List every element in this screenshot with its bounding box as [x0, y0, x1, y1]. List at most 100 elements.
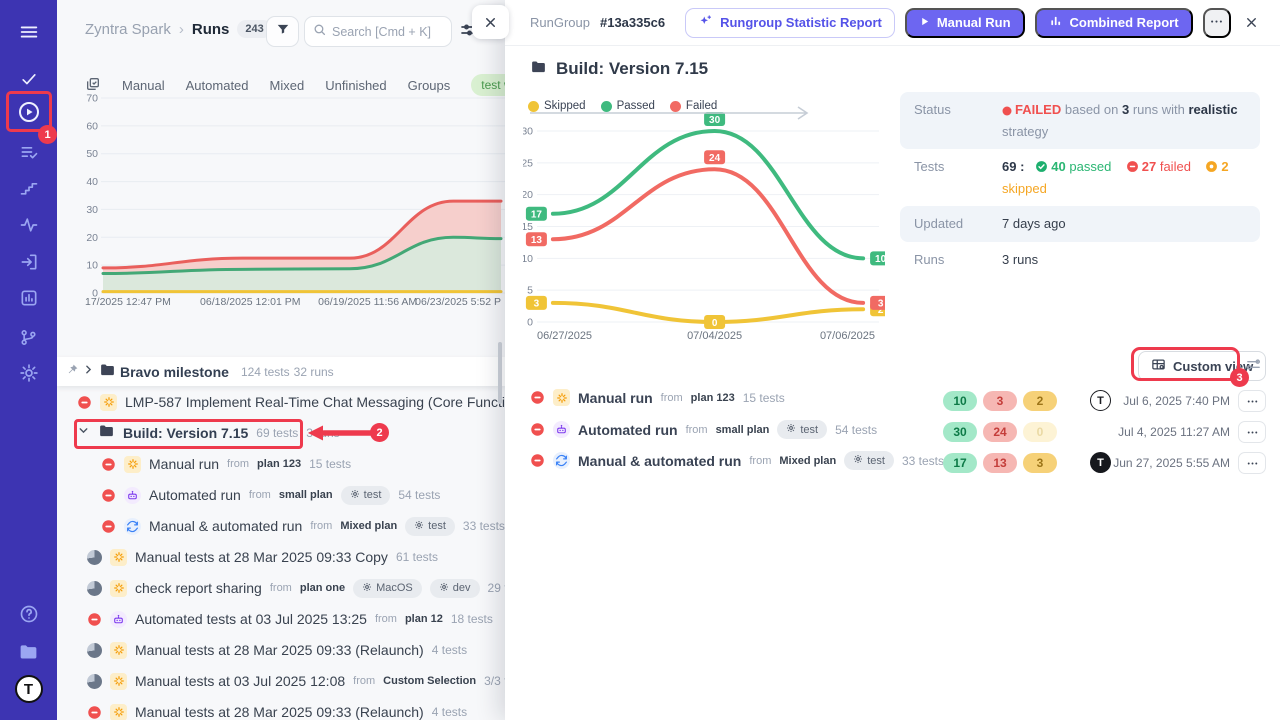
tab-automated[interactable]: Automated: [185, 77, 249, 93]
funnel-icon: [276, 22, 290, 41]
rungroup-run-row[interactable]: Manual run from plan 123 15 tests 10 3 2 T J…: [505, 386, 1280, 417]
help-icon[interactable]: [0, 597, 57, 631]
run-list-item[interactable]: Automated run from small plan test 54 tests: [101, 482, 440, 508]
row-more-button[interactable]: [1238, 421, 1266, 443]
row-more-button[interactable]: [1238, 452, 1266, 474]
folder-icon: [530, 58, 547, 80]
rungroup-run-row[interactable]: Automated run from small plan test 54 tests…: [505, 417, 1280, 448]
branches-icon[interactable]: [0, 320, 57, 354]
play-icon: [919, 15, 930, 30]
svg-text:0: 0: [527, 317, 533, 329]
result-badges: 30 24 0: [943, 422, 1057, 442]
plan-name: Custom Selection: [383, 675, 477, 687]
runs-history-area-chart: 0 10 20 30 40 50 60 70 17/2025 12:47 PM 06/18/202…: [85, 93, 505, 309]
failed-status-icon: [87, 612, 102, 627]
breadcrumb-project[interactable]: Zyntra Spark: [85, 20, 171, 38]
plan-name: plan one: [299, 582, 346, 594]
breadcrumb-section[interactable]: Runs: [191, 20, 230, 38]
run-name: Manual tests at 03 Jul 2025 12:08: [135, 673, 346, 689]
tab-groups[interactable]: Groups: [407, 77, 451, 93]
rungroup-trend-chart: 0 5 10 15 20 25 30 3 0 2 13 24 3 17 30 10 06/27/2025 07/0…: [521, 112, 892, 347]
badge-fail: 3: [983, 391, 1017, 411]
env-tag-pill: test: [844, 451, 894, 470]
run-list-item[interactable]: LMP-587 Implement Real-Time Chat Messagi…: [77, 389, 505, 415]
run-name: Manual tests at 28 Mar 2025 09:33 (Relau…: [135, 704, 424, 720]
manual-run-icon: [110, 548, 127, 566]
legend-failed[interactable]: Failed: [669, 100, 717, 112]
failed-status-icon: [530, 453, 545, 468]
group-header-bravo-milestone[interactable]: Bravo milestone 124 tests 32 runs: [57, 357, 505, 386]
run-list-item[interactable]: Automated tests at 03 Jul 2025 13:25 from…: [87, 606, 493, 632]
run-list-item[interactable]: Manual tests at 28 Mar 2025 09:33 Copy 61…: [87, 544, 438, 570]
rungroup-statistic-report-button[interactable]: Rungroup Statistic Report: [685, 7, 895, 38]
analytics-icon[interactable]: [0, 281, 57, 315]
manual-run-button[interactable]: Manual Run: [904, 7, 1025, 38]
svg-text:3: 3: [878, 299, 884, 310]
rungroup-label: RunGroup: [530, 15, 590, 30]
activity-pulse-icon[interactable]: [0, 208, 57, 242]
combined-report-button[interactable]: Combined Report: [1034, 7, 1193, 38]
rungroup-run-row[interactable]: Manual & automated run from Mixed plan tes…: [505, 448, 1280, 479]
chevron-right-icon[interactable]: [82, 363, 95, 381]
menu-icon[interactable]: [0, 15, 57, 49]
chevron-down-icon[interactable]: [77, 424, 90, 442]
bulk-select-icon[interactable]: [85, 76, 101, 95]
run-date: Jul 4, 2025 11:27 AM: [1118, 425, 1230, 439]
tune-sliders-icon[interactable]: [1245, 356, 1262, 378]
runs-play-icon[interactable]: [0, 95, 57, 129]
from-label: from: [353, 675, 376, 687]
automated-run-icon: [110, 610, 127, 628]
svg-text:60: 60: [86, 120, 98, 132]
from-label: from: [248, 489, 271, 501]
legend-skipped[interactable]: Skipped: [528, 100, 586, 112]
from-label: from: [310, 520, 333, 532]
row-more-button[interactable]: [1238, 390, 1266, 412]
check-icon[interactable]: [0, 62, 57, 96]
filter-button[interactable]: [266, 16, 299, 47]
drawer-edge-close-button[interactable]: [472, 5, 509, 39]
runs-count-badge: 243: [237, 20, 272, 38]
detail-row-tests: Tests 69 : 40 passed 27 failed 2 skipped: [914, 159, 1229, 196]
import-icon[interactable]: [0, 245, 57, 279]
milestones-steps-icon[interactable]: [0, 171, 57, 205]
svg-text:17: 17: [531, 210, 543, 221]
env-tag-pill: dev: [429, 578, 480, 598]
user-avatar[interactable]: T: [0, 672, 57, 706]
scrollbar-thumb[interactable]: [498, 342, 502, 404]
drawer-close-icon[interactable]: [1241, 10, 1262, 36]
settings-gear-icon[interactable]: [0, 356, 57, 390]
finished-status-icon: [87, 673, 102, 689]
run-list-item[interactable]: Manual tests at 28 Mar 2025 09:33 (Relau…: [87, 637, 467, 663]
svg-text:15: 15: [523, 221, 533, 233]
tab-mixed[interactable]: Mixed: [269, 77, 305, 93]
projects-folder-icon[interactable]: [0, 634, 57, 668]
custom-view-button[interactable]: Custom view: [1138, 351, 1267, 381]
plan-name: small plan: [715, 423, 770, 436]
run-list-item[interactable]: Manual & automated run from Mixed plan tes…: [101, 513, 505, 539]
tab-unfinished[interactable]: Unfinished: [325, 77, 387, 93]
manual-run-icon: [124, 455, 141, 473]
svg-text:5: 5: [527, 285, 533, 297]
gear-icon: [786, 423, 796, 436]
tab-manual[interactable]: Manual: [122, 77, 165, 93]
test-plans-icon[interactable]: [0, 135, 57, 169]
svg-text:30: 30: [709, 115, 721, 126]
tag-pill-test-work[interactable]: test work: [471, 74, 505, 96]
run-list-item[interactable]: Manual tests at 28 Mar 2025 09:33 (Relau…: [87, 699, 467, 720]
finished-status-icon: [87, 549, 102, 565]
search-input[interactable]: [332, 24, 442, 39]
search-box[interactable]: [304, 16, 452, 47]
svg-text:0: 0: [712, 318, 718, 329]
run-list-item[interactable]: Manual tests at 03 Jul 2025 12:08 from Cu…: [87, 668, 505, 694]
run-date: Jun 27, 2025 5:55 AM: [1113, 456, 1230, 470]
run-list-item[interactable]: check report sharing from plan one MacOS de…: [87, 575, 505, 601]
manual-run-icon: [100, 393, 117, 411]
legend-passed[interactable]: Passed: [600, 100, 655, 112]
run-list-item[interactable]: Manual run from plan 123 15 tests: [101, 451, 351, 477]
group-runs-count: 32 runs: [293, 364, 334, 379]
group-row-title: Build: Version 7.15: [123, 425, 249, 441]
svg-text:06/27/2025: 06/27/2025: [537, 330, 592, 342]
more-actions-button[interactable]: [1202, 7, 1231, 38]
manual-run-icon: [110, 579, 127, 597]
